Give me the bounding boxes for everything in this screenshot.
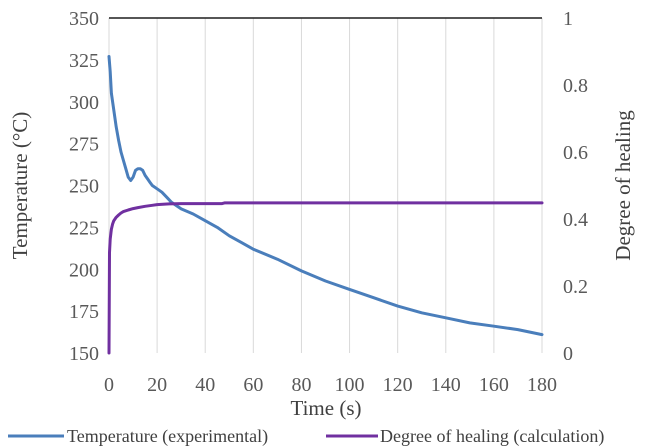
legend: Temperature (experimental) Degree of hea…: [8, 426, 604, 447]
left-axis-ticks: 150 175 200 225 250 275 300 325 350: [69, 8, 99, 365]
x-axis-title: Time (s): [291, 396, 362, 420]
gridlines: [108, 18, 543, 353]
right-tick-label: 0.6: [563, 142, 588, 164]
left-tick-label: 225: [69, 217, 99, 239]
x-tick-label: 40: [195, 374, 215, 396]
x-tick-label: 20: [147, 374, 167, 396]
x-tick-label: 160: [479, 374, 509, 396]
x-tick-label: 80: [291, 374, 311, 396]
left-tick-label: 325: [69, 50, 99, 72]
right-axis-title: Degree of healing: [611, 110, 635, 261]
x-tick-label: 0: [104, 374, 114, 396]
series-lines: [107, 55, 544, 355]
right-tick-label: 0.4: [563, 209, 588, 231]
right-tick-label: 0.2: [563, 276, 588, 298]
legend-label-healing: Degree of healing (calculation): [380, 426, 604, 447]
legend-label-temperature: Temperature (experimental): [67, 426, 268, 447]
left-tick-label: 175: [69, 301, 99, 323]
right-axis-ticks: 0 0.2 0.4 0.6 0.8 1: [563, 8, 588, 365]
right-tick-label: 0.8: [563, 75, 588, 97]
x-tick-label: 120: [383, 374, 413, 396]
left-tick-label: 350: [69, 8, 99, 30]
x-tick-label: 100: [335, 374, 365, 396]
x-tick-label: 180: [527, 374, 557, 396]
left-axis-title: Temperature (°C): [8, 112, 32, 259]
series-line-healing: [107, 201, 544, 355]
left-tick-label: 300: [69, 92, 99, 114]
x-axis-ticks: 0 20 40 60 80 100 120 140 160 180: [104, 374, 557, 396]
left-tick-label: 250: [69, 176, 99, 198]
x-tick-label: 140: [431, 374, 461, 396]
right-tick-label: 1: [563, 8, 573, 30]
x-tick-label: 60: [243, 374, 263, 396]
left-tick-label: 275: [69, 134, 99, 156]
right-tick-label: 0: [563, 343, 573, 365]
left-tick-label: 150: [69, 343, 99, 365]
left-tick-label: 200: [69, 259, 99, 281]
series-line-temperature: [107, 55, 544, 337]
